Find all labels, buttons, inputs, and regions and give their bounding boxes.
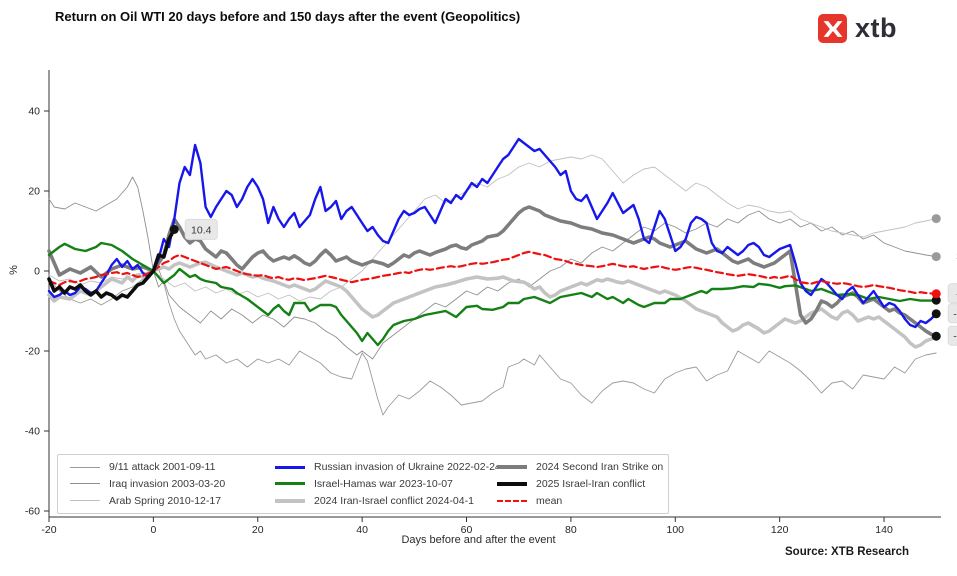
chart-title: Return on Oil WTI 20 days before and 150… [55,9,521,24]
x-tick-label: 20 [252,524,264,536]
x-tick-label: 80 [565,524,577,536]
legend-item-4: Israel-Hamas war 2023-10-07 [275,476,497,493]
series-line-arab_spring [48,154,937,302]
end-dot-second_iran_strike [931,331,941,341]
xtb-x-icon [823,20,842,37]
series-line-israel_iran_2025 [47,227,177,301]
legend-label-6: 2024 Second Iran Strike on Israel [536,461,667,474]
end-label-russia: -10.7 [953,308,957,320]
legend-swatch-0 [70,466,100,468]
legend-swatch-2 [70,500,100,502]
legend-label-1: Iraq invasion 2003-03-20 [109,477,226,490]
x-tick-label: 120 [771,524,789,536]
legend-item-1: Iraq invasion 2003-03-20 [70,476,275,493]
legend-item-6: 2024 Second Iran Strike on Israel [497,459,667,476]
legend-item-8: mean [497,492,667,509]
legend-item-3: Russian invasion of Ukraine 2022-02-24 [275,459,497,476]
legend-swatch-1 [70,483,100,485]
legend-item-2: Arab Spring 2010-12-17 [70,492,275,509]
series-line-mean [47,250,938,295]
legend-label-4: Israel-Hamas war 2023-10-07 [314,477,453,490]
end-dot-israel_iran_2025 [169,224,179,234]
legend-swatch-5 [275,498,305,503]
y-tick-label: 40 [28,106,40,118]
end-label-box-mean [947,283,957,304]
x-tick-label: 60 [461,524,473,536]
y-axis-title: % [8,265,20,275]
y-tick-label: -40 [25,426,40,438]
legend-item-0: 9/11 attack 2001-09-11 [70,459,275,476]
x-tick-label: 40 [356,524,368,536]
source-credit: Source: XTB Research [785,546,909,558]
chart-legend: 9/11 attack 2001-09-11 Iraq invasion 2003… [57,454,669,514]
xtb-logo-icon [818,14,847,43]
legend-label-7: 2025 Israel-Iran conflict [536,477,646,490]
x-tick-label: 0 [150,524,156,536]
end-dot-mean [931,289,941,299]
legend-item-7: 2025 Israel-Iran conflict [497,476,667,493]
y-tick-label: 20 [28,186,40,198]
end-dot-russia [931,309,941,319]
annotation-box-israel_iran_2025 [184,218,218,240]
series-line-nine_eleven [48,268,937,416]
series-line-hamas [47,241,938,347]
end-dot-arab_spring [931,214,941,224]
legend-swatch-6 [497,465,527,470]
series-line-iran_israel_2024 [47,260,939,349]
x-tick-label: -20 [41,524,56,536]
y-tick-label: -60 [25,506,40,518]
legend-label-5: 2024 Iran-Israel conflict 2024-04-1 [314,494,474,507]
x-tick-label: 140 [875,524,893,536]
xtb-logo: xtb [818,14,897,43]
xtb-logo-text: xtb [855,13,897,43]
legend-item-5: 2024 Iran-Israel conflict 2024-04-1 [275,492,497,509]
x-axis-title: Days before and after the event [401,534,556,546]
legend-label-8: mean [536,494,563,507]
series-line-iraq [48,176,937,360]
end-label-box-russia [947,303,957,324]
legend-swatch-8 [497,499,527,502]
series-line-russia [47,137,938,329]
annotation-label: 10.4 [191,224,212,236]
end-dot-hamas [931,295,941,305]
legend-swatch-7 [497,481,527,486]
end-label-box-second_iran_strike [947,325,957,346]
end-label-second_iran_strike: -16.3 [953,331,957,343]
legend-swatch-4 [275,482,305,486]
series-line-second_iran_strike [47,205,939,339]
x-tick-label: 100 [667,524,685,536]
end-dot-iraq [931,252,941,262]
y-tick-label: 0 [34,266,40,278]
legend-label-3: Russian invasion of Ukraine 2022-02-24 [314,461,497,474]
legend-label-2: Arab Spring 2010-12-17 [109,494,222,507]
legend-label-0: 9/11 attack 2001-09-11 [109,461,216,474]
y-tick-label: -20 [25,346,40,358]
legend-swatch-3 [275,465,305,469]
